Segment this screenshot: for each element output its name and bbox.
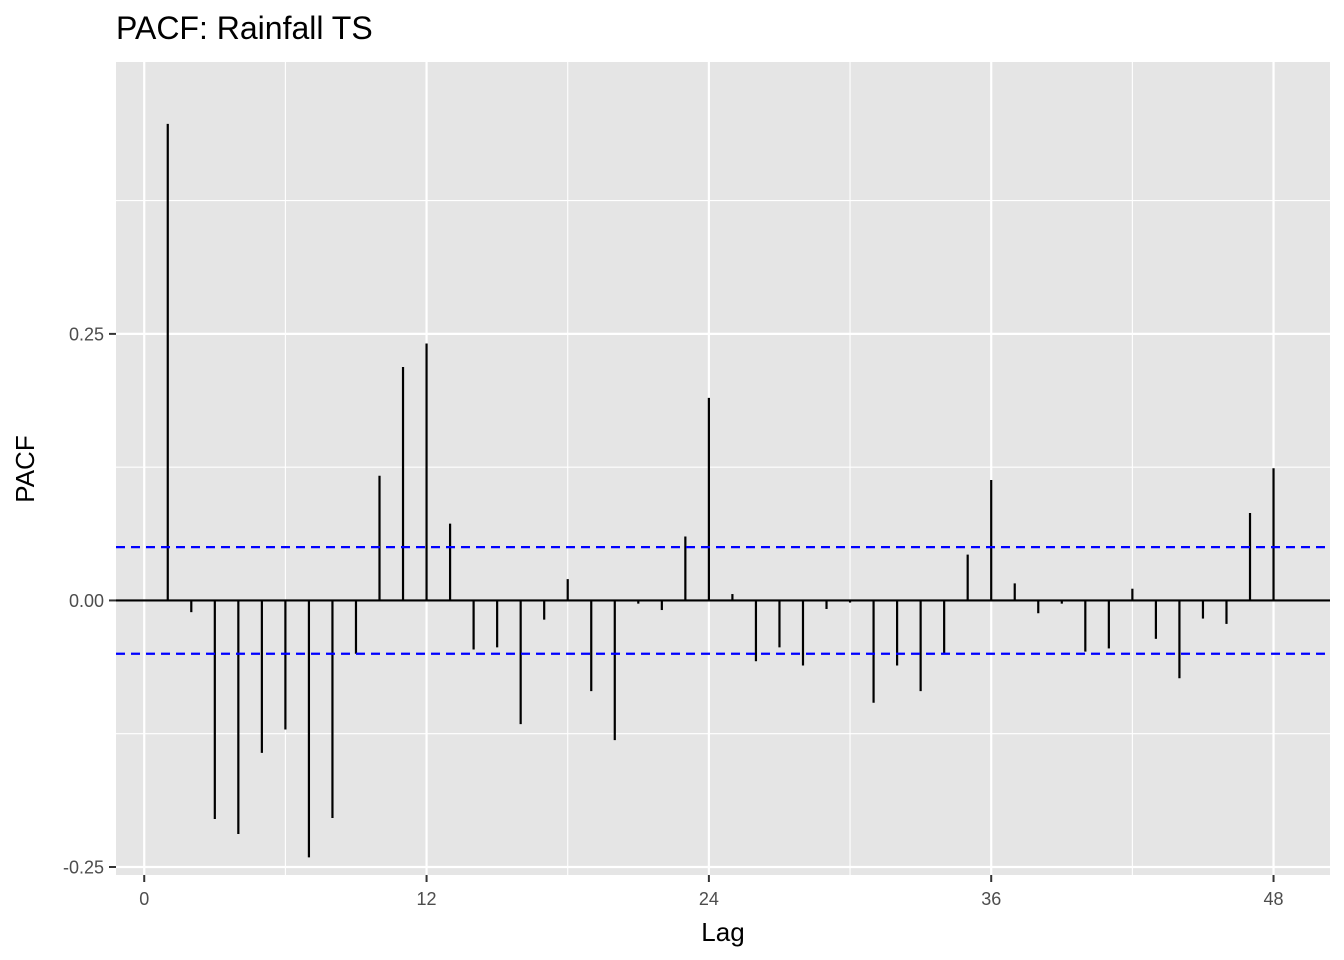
y-axis: -0.25 0.00 0.25 (63, 324, 116, 878)
x-tick-label: 0 (139, 889, 149, 909)
pacf-bars (166, 123, 1275, 858)
y-tick-label: 0.25 (69, 324, 104, 344)
x-axis: 0 12 24 36 48 (139, 875, 1284, 909)
x-axis-title: Lag (701, 917, 744, 947)
chart-title: PACF: Rainfall TS (116, 10, 373, 46)
confidence-bounds (116, 546, 1330, 655)
y-tick-label: 0.00 (69, 591, 104, 611)
y-tick-label: -0.25 (63, 858, 104, 878)
x-tick-label: 12 (417, 889, 437, 909)
x-tick-label: 48 (1264, 889, 1284, 909)
y-axis-title: PACF (10, 435, 40, 502)
plot-panel (116, 62, 1330, 875)
x-tick-label: 24 (699, 889, 719, 909)
grid-minor (116, 62, 1330, 875)
x-tick-label: 36 (981, 889, 1001, 909)
